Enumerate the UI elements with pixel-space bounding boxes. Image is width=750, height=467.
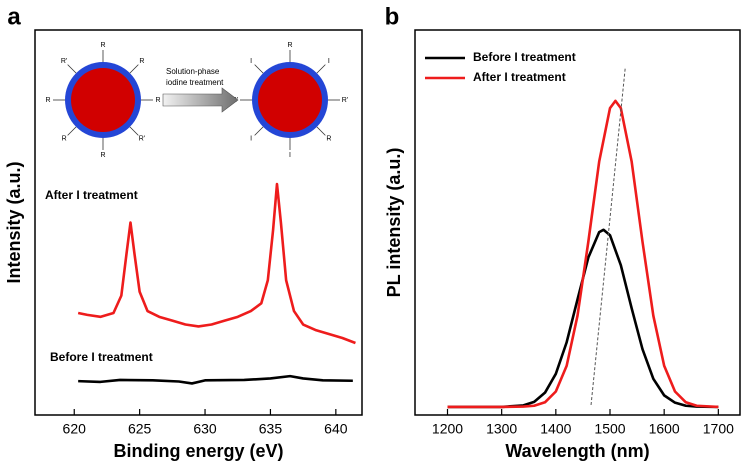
y-axis-title: PL intensity (a.u.) <box>384 148 404 298</box>
ligand-label: R <box>326 136 331 143</box>
ligand-label: R <box>62 136 67 143</box>
x-tick-label: 625 <box>128 421 152 437</box>
ligand-label: R' <box>61 58 67 65</box>
y-axis-title: Intensity (a.u.) <box>4 161 24 283</box>
plot-frame <box>34 29 363 416</box>
series-line <box>78 374 353 385</box>
legend-label: After I treatment <box>473 70 566 84</box>
panel-label: a <box>7 3 21 30</box>
x-tick-label: 1500 <box>594 421 625 437</box>
core <box>71 68 135 132</box>
x-tick-label: 620 <box>63 421 87 437</box>
x-tick-label: 1200 <box>432 421 463 437</box>
x-tick-label: 640 <box>324 421 348 437</box>
ligand-label: R <box>287 42 292 49</box>
ligand <box>129 126 139 136</box>
ligand-label: I <box>328 58 330 65</box>
plot-frame <box>414 29 741 416</box>
ligand-label: R' <box>342 97 348 104</box>
arrow-text: iodine treatment <box>166 78 224 87</box>
ligand <box>67 126 77 136</box>
x-tick-label: 1600 <box>649 421 680 437</box>
process-arrow <box>162 87 239 113</box>
x-tick-label: 1400 <box>540 421 571 437</box>
panel-label: b <box>385 3 400 30</box>
ligand-label: R' <box>139 136 145 143</box>
series-line <box>447 228 719 409</box>
series-line <box>77 182 356 345</box>
x-tick-label: 635 <box>259 421 283 437</box>
arrow-text: Solution-phase <box>166 67 220 76</box>
ligand-label: R <box>155 97 160 104</box>
x-tick-label: 1300 <box>486 421 517 437</box>
ligand <box>129 64 139 74</box>
ligand-label: I <box>250 58 252 65</box>
series-annotation: Before I treatment <box>50 350 153 364</box>
ligand-label: R <box>45 97 50 104</box>
ligand-label: I <box>250 136 252 143</box>
ligand-label: R <box>100 42 105 49</box>
ligand-label: I <box>289 152 291 159</box>
ligand-label: R <box>100 152 105 159</box>
ligand-label: R <box>139 58 144 65</box>
x-axis-title: Wavelength (nm) <box>505 441 649 461</box>
x-tick-label: 630 <box>193 421 217 437</box>
x-tick-label: 1700 <box>703 421 734 437</box>
x-axis-title: Binding energy (eV) <box>113 441 283 461</box>
ligand <box>254 126 264 136</box>
ligand <box>67 64 77 74</box>
series-annotation: After I treatment <box>45 188 138 202</box>
ligand <box>316 64 326 74</box>
ligand <box>254 64 264 74</box>
guide-line <box>590 68 626 406</box>
series-line <box>447 99 719 409</box>
legend-label: Before I treatment <box>473 50 576 64</box>
ligand <box>316 126 326 136</box>
core <box>258 68 322 132</box>
